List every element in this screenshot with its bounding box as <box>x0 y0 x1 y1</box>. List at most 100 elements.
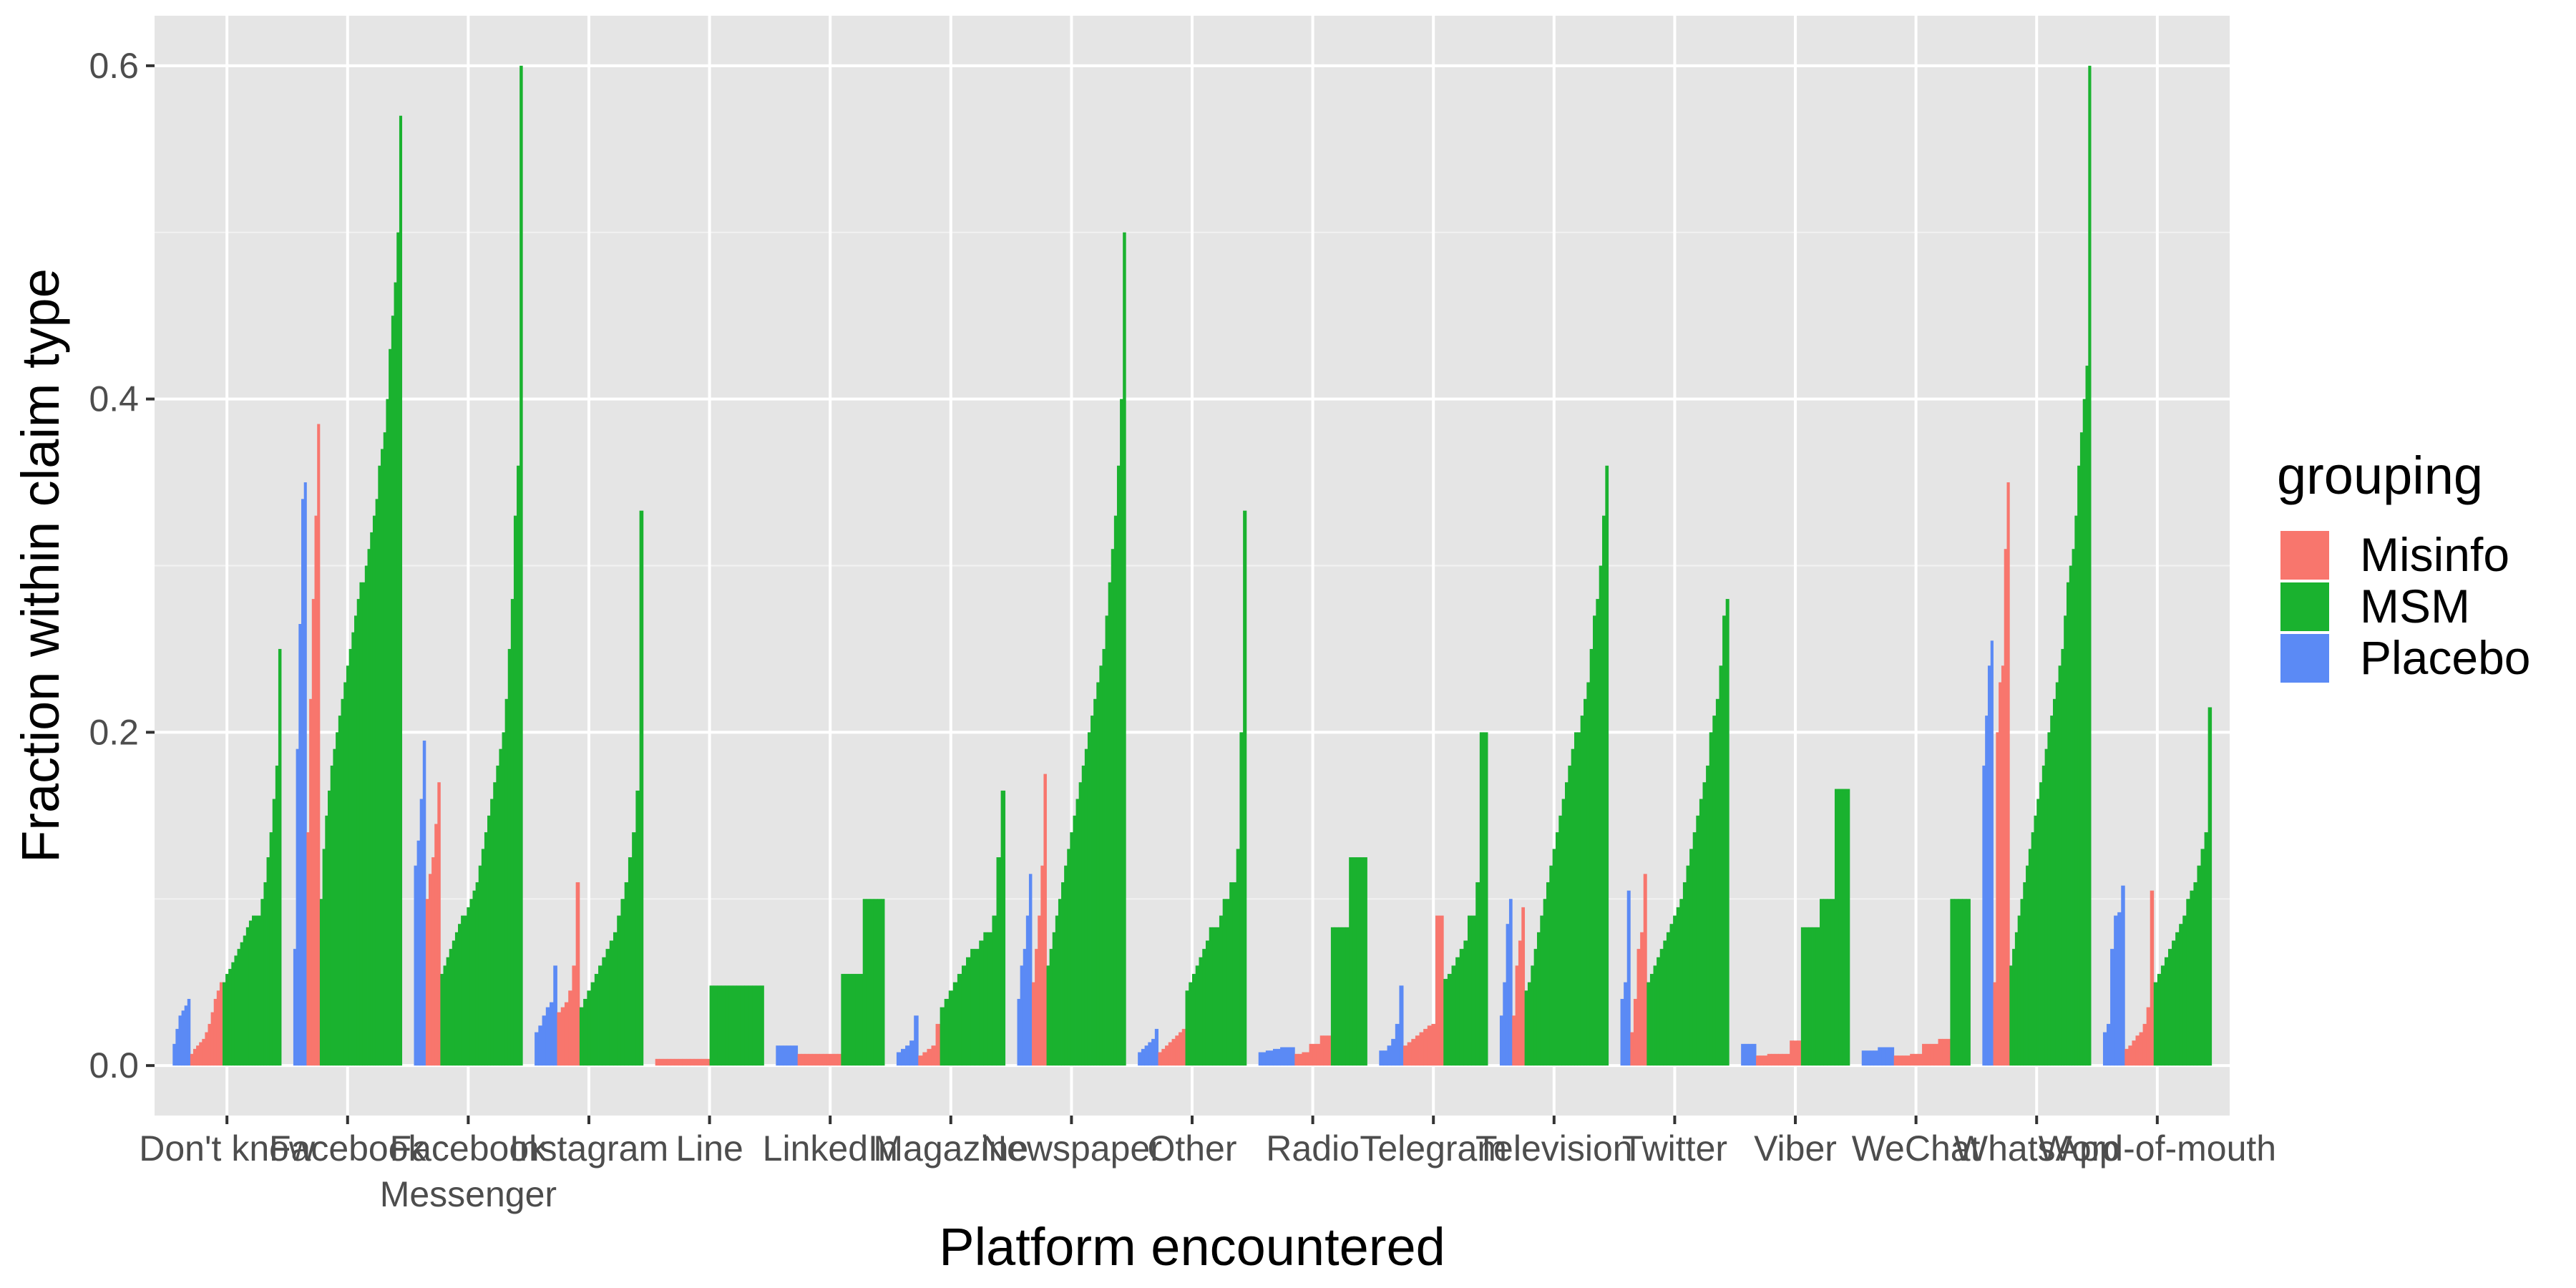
category-bars <box>2102 707 2212 1066</box>
bar <box>2072 549 2075 1066</box>
x-tick-label: Instagram <box>509 1128 668 1169</box>
bar <box>1168 1042 1172 1066</box>
bar <box>786 1045 791 1066</box>
bar <box>2186 899 2190 1066</box>
bar <box>560 1007 565 1066</box>
bar <box>2207 707 2212 1066</box>
x-tick-label: Radio <box>1266 1128 1360 1169</box>
bar <box>1748 1043 1753 1066</box>
bar <box>296 748 299 1066</box>
bar <box>1808 927 1813 1066</box>
bar <box>1161 1048 1166 1066</box>
bar <box>475 882 479 1066</box>
bar <box>2055 682 2059 1066</box>
bar <box>1148 1042 1152 1066</box>
bar <box>1785 1053 1790 1066</box>
bar <box>362 582 366 1066</box>
bar <box>333 748 336 1066</box>
x-tick-label: Television <box>1475 1128 1633 1169</box>
bar <box>1451 965 1456 1066</box>
bar <box>979 940 984 1066</box>
bar <box>2004 549 2007 1066</box>
x-axis-title: Platform encountered <box>939 1217 1445 1277</box>
bar <box>2190 890 2194 1066</box>
bar <box>1067 849 1070 1066</box>
bar <box>1309 1043 1314 1066</box>
bar <box>1179 1032 1183 1066</box>
bar <box>1202 949 1206 1066</box>
bar <box>1561 799 1566 1066</box>
bar <box>1435 915 1440 1066</box>
bar <box>440 974 444 1066</box>
bar <box>414 865 417 1066</box>
x-tick-label: Facebook Messenger <box>380 1128 557 1214</box>
bar <box>1584 698 1587 1066</box>
bar <box>1865 1050 1870 1066</box>
bar <box>1096 682 1100 1066</box>
bar <box>354 615 358 1066</box>
bar <box>2135 1035 2140 1066</box>
bar <box>364 565 368 1066</box>
bar <box>502 732 506 1066</box>
bar <box>736 985 741 1066</box>
x-tick-label: Don't know <box>139 1128 316 1169</box>
bar <box>314 515 318 1066</box>
bar <box>2077 465 2081 1066</box>
bar <box>2039 782 2043 1066</box>
bar <box>1512 1015 1516 1066</box>
bar <box>1508 899 1513 1066</box>
bar <box>1782 1053 1787 1066</box>
bar <box>208 1023 212 1066</box>
bar <box>216 990 220 1066</box>
bar <box>1596 599 1600 1066</box>
bar <box>213 998 218 1066</box>
bar <box>1640 932 1644 1066</box>
bar <box>1040 865 1044 1066</box>
bar <box>2132 1040 2136 1066</box>
bar <box>1093 698 1097 1066</box>
bar <box>605 949 610 1066</box>
bar <box>266 857 270 1066</box>
bar <box>1689 849 1694 1066</box>
bar <box>437 782 441 1066</box>
bar <box>429 874 432 1066</box>
bar <box>1767 1053 1772 1066</box>
bar <box>1073 815 1076 1066</box>
bar <box>869 899 874 1066</box>
bar <box>2102 1032 2107 1066</box>
bar <box>1055 915 1059 1066</box>
bar <box>2034 815 2037 1066</box>
bar <box>1499 1015 1503 1066</box>
bar <box>1399 985 1404 1066</box>
bar <box>2079 432 2084 1066</box>
bar <box>1141 1048 1146 1066</box>
bar <box>2044 748 2048 1066</box>
bar <box>542 1015 547 1066</box>
bar <box>2023 882 2026 1066</box>
bar <box>243 935 247 1066</box>
bar <box>223 982 226 1066</box>
bar <box>2028 849 2032 1066</box>
bar <box>632 832 636 1066</box>
bar <box>306 832 310 1066</box>
bar <box>1205 940 1210 1066</box>
bar <box>1536 932 1541 1066</box>
bar <box>1797 1040 1802 1066</box>
bar <box>356 599 360 1066</box>
bar <box>416 840 421 1066</box>
bar <box>1471 915 1476 1066</box>
bar <box>914 1015 919 1066</box>
bar <box>935 1023 941 1066</box>
category-bars <box>1861 899 1971 1066</box>
bar <box>1521 907 1526 1066</box>
bar <box>338 716 341 1066</box>
bar <box>1419 1032 1424 1066</box>
bar <box>819 1053 824 1066</box>
bar <box>1232 882 1237 1066</box>
bar <box>1087 732 1091 1066</box>
bar <box>701 1058 706 1066</box>
bar <box>301 499 305 1066</box>
